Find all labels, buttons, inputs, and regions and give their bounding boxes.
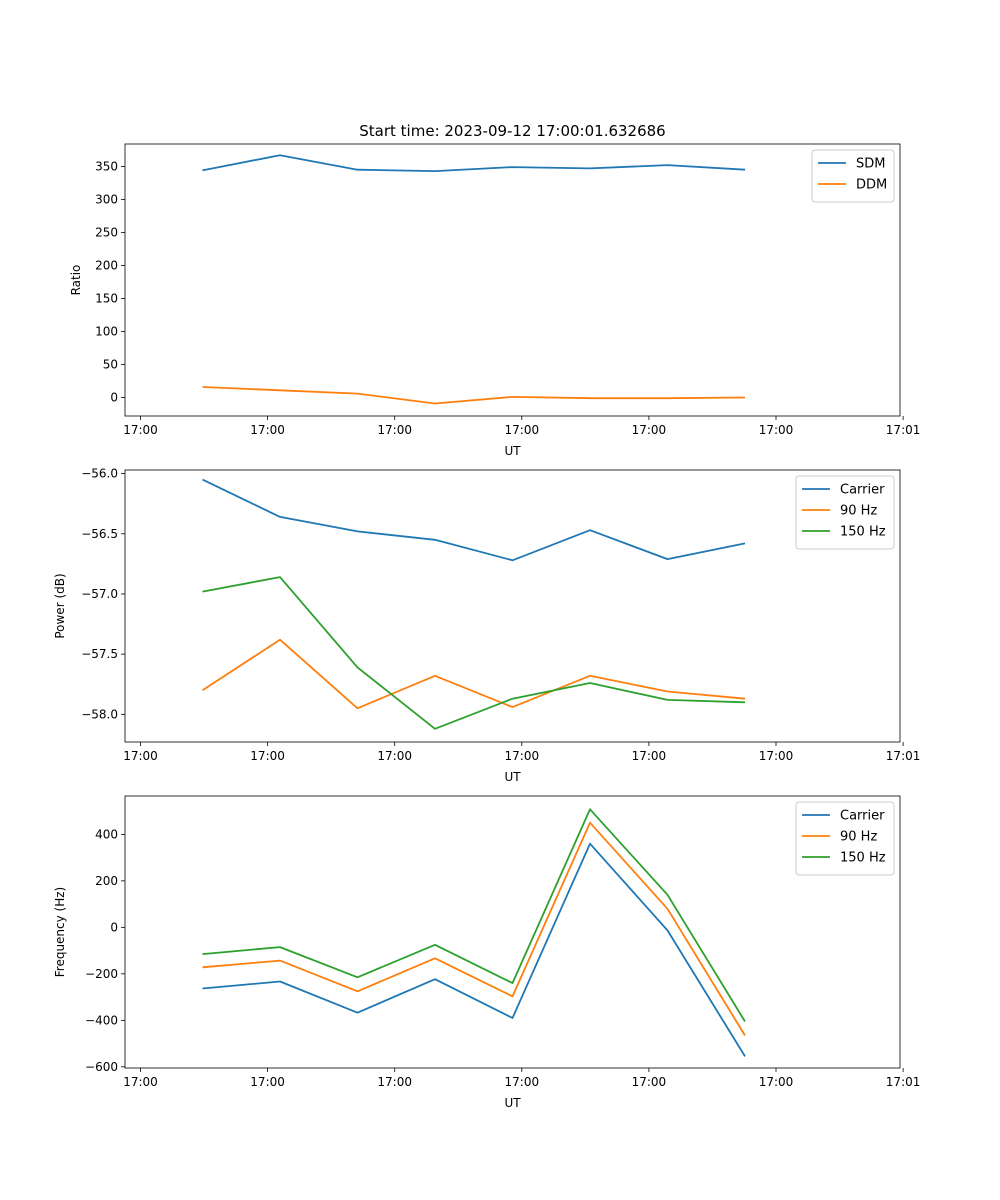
x-tick-label: 17:00 bbox=[759, 1075, 794, 1089]
y-tick-label: 0 bbox=[110, 920, 118, 934]
y-tick-label: 250 bbox=[95, 225, 118, 239]
power-chart: 17:00 17:00 17:00 17:00 17:00 17:00 17:01 −56.0… bbox=[53, 467, 920, 784]
x-tick-label: 17:00 bbox=[123, 1075, 158, 1089]
x-axis-label: UT bbox=[504, 1096, 521, 1110]
y-axis-label: Ratio bbox=[69, 265, 83, 296]
y-tick-label: 0 bbox=[110, 391, 118, 405]
x-tick-label: 17:01 bbox=[886, 1075, 921, 1089]
y-tick-label: −200 bbox=[85, 967, 118, 981]
legend-label: Carrier bbox=[840, 809, 885, 824]
x-tick-label: 17:00 bbox=[250, 1075, 285, 1089]
y-tick-label: 200 bbox=[95, 258, 118, 272]
x-tick-label: 17:01 bbox=[886, 749, 921, 763]
legend-label: SDM bbox=[856, 157, 885, 172]
axes-frame bbox=[124, 795, 901, 1069]
ratio-chart: 17:00 17:00 17:00 17:00 17:00 17:00 17:01 0 50 10… bbox=[69, 143, 921, 458]
y-axis-label: Frequency (Hz) bbox=[53, 887, 67, 978]
series-line-90-hz bbox=[202, 638, 746, 710]
series-line-90-hz bbox=[202, 821, 746, 1036]
y-tick-label: −56.0 bbox=[81, 467, 118, 481]
y-tick-label: 100 bbox=[95, 324, 118, 338]
x-tick-label: 17:00 bbox=[123, 749, 158, 763]
x-tick-label: 17:01 bbox=[886, 423, 921, 437]
y-tick-label: 150 bbox=[95, 291, 118, 305]
series-line-carrier bbox=[202, 842, 746, 1057]
frequency-chart: 17:00 17:00 17:00 17:00 17:00 17:00 17:01 400 20… bbox=[53, 795, 921, 1110]
axes-frame bbox=[124, 143, 901, 417]
x-tick-label: 17:00 bbox=[377, 423, 412, 437]
legend-label: DDM bbox=[856, 178, 887, 193]
x-tick-label: 17:00 bbox=[505, 1075, 540, 1089]
y-tick-label: 300 bbox=[95, 192, 118, 206]
legend-label: 150 Hz bbox=[840, 851, 886, 866]
x-tick-label: 17:00 bbox=[505, 749, 540, 763]
legend-label: 150 Hz bbox=[840, 525, 886, 540]
x-tick-label: 17:00 bbox=[250, 423, 285, 437]
x-tick-label: 17:00 bbox=[632, 423, 667, 437]
y-tick-label: −600 bbox=[85, 1060, 118, 1074]
y-tick-label: −56.5 bbox=[81, 527, 118, 541]
axes-frame bbox=[124, 469, 901, 743]
x-axis-label: UT bbox=[504, 444, 521, 458]
series-line-150-hz bbox=[202, 808, 746, 1022]
x-tick-label: 17:00 bbox=[377, 1075, 412, 1089]
series-line-sdm bbox=[202, 154, 746, 173]
figure-title: Start time: 2023-09-12 17:00:01.632686 bbox=[359, 122, 665, 140]
x-tick-label: 17:00 bbox=[759, 749, 794, 763]
y-tick-label: −58.0 bbox=[81, 707, 118, 721]
y-tick-label: 50 bbox=[103, 358, 118, 372]
y-axis-label: Power (dB) bbox=[53, 573, 67, 638]
legend-label: Carrier bbox=[840, 483, 885, 498]
x-tick-label: 17:00 bbox=[632, 749, 667, 763]
y-tick-label: 200 bbox=[95, 874, 118, 888]
y-tick-label: −57.0 bbox=[81, 587, 118, 601]
x-tick-label: 17:00 bbox=[250, 749, 285, 763]
series-line-150-hz bbox=[202, 576, 746, 730]
x-tick-label: 17:00 bbox=[759, 423, 794, 437]
legend-label: 90 Hz bbox=[840, 830, 877, 845]
x-tick-label: 17:00 bbox=[632, 1075, 667, 1089]
x-tick-label: 17:00 bbox=[123, 423, 158, 437]
x-tick-label: 17:00 bbox=[377, 749, 412, 763]
y-tick-label: −57.5 bbox=[81, 647, 118, 661]
y-tick-label: 350 bbox=[95, 159, 118, 173]
y-tick-label: −400 bbox=[85, 1013, 118, 1027]
y-tick-label: 400 bbox=[95, 827, 118, 841]
series-line-ddm bbox=[202, 386, 746, 405]
legend-label: 90 Hz bbox=[840, 504, 877, 519]
x-tick-label: 17:00 bbox=[505, 423, 540, 437]
series-line-carrier bbox=[202, 478, 746, 562]
x-axis-label: UT bbox=[504, 770, 521, 784]
